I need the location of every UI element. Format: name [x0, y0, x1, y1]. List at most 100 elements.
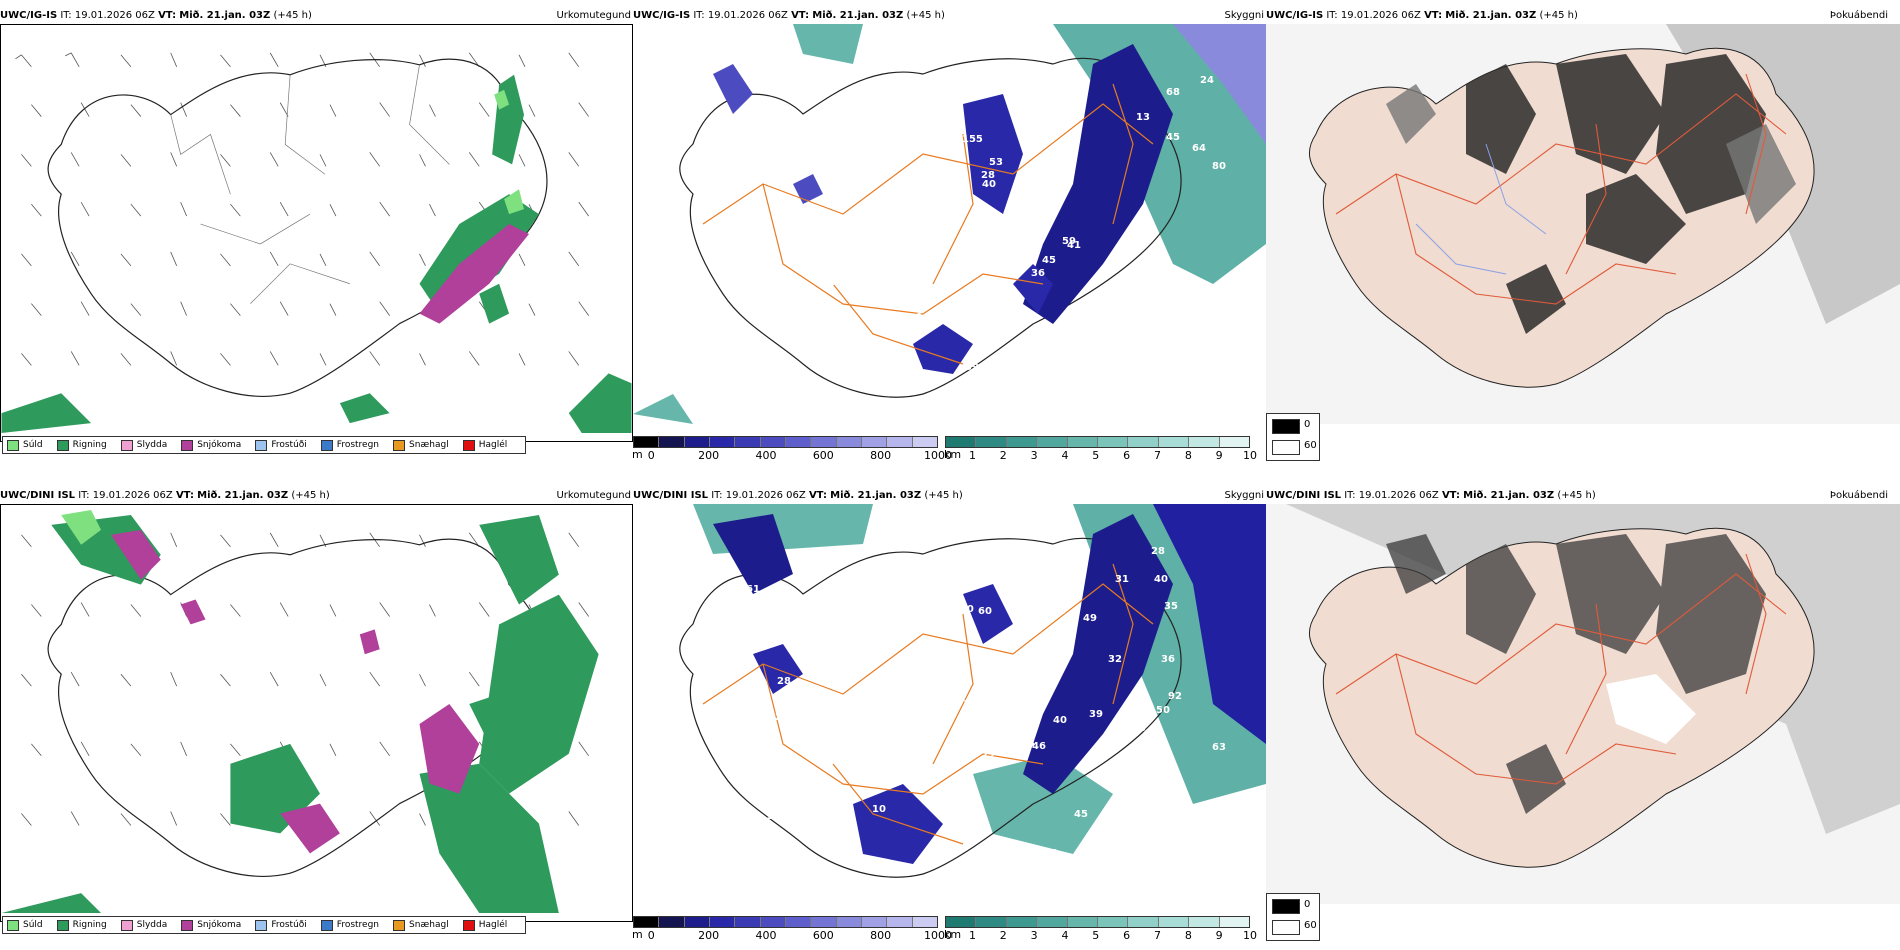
- ceiling-unit: m: [633, 448, 643, 461]
- precip-map: [0, 24, 633, 442]
- precip-legend: Súld Rigning Slydda Snjókoma Frostúði Fr…: [2, 436, 527, 454]
- model-name: UWC/DINI ISL: [1266, 490, 1342, 501]
- colorbar-swatch: [976, 917, 1007, 927]
- vt-label: VT:: [158, 10, 177, 21]
- ceiling-label: 49: [1083, 613, 1097, 624]
- legend-swatch: [320, 439, 333, 451]
- ceiling-ticks: 0 200 400 600 800 1000: [633, 928, 952, 942]
- ceiling-label: 92: [820, 103, 834, 114]
- fog-legend-white: [1272, 920, 1300, 935]
- it-label: IT:: [78, 490, 90, 501]
- ceiling-label: 35: [751, 286, 765, 297]
- colorbar-tick: 800: [870, 929, 892, 942]
- visibility-colorbar-swatches: [945, 916, 1250, 928]
- panel-title: Skyggni: [1224, 490, 1264, 501]
- legend-swatch: [120, 439, 133, 451]
- colorbar-swatch: [1037, 917, 1068, 927]
- fog-panel-row2: UWC/DINI ISL IT: 19.01.2026 06Z VT: Mið.…: [1266, 490, 1900, 950]
- visibility-colorbar: 1 2 3 4 5 6 7 8 9 10 km: [944, 436, 1257, 465]
- vt-value: Mið. 21.jan. 03Z: [179, 10, 271, 21]
- road-network: [702, 563, 1154, 845]
- ceiling-label: 96: [911, 101, 925, 112]
- legend-item: Frostúði: [255, 439, 307, 451]
- colorbar-swatch: [946, 437, 977, 447]
- vt-value: Mið. 21.jan. 03Z: [812, 10, 904, 21]
- vt-label: VT:: [808, 490, 827, 501]
- ceiling-label: 43: [923, 102, 937, 113]
- colorbar-swatch: [946, 917, 977, 927]
- vt-label: VT:: [1441, 490, 1460, 501]
- ceiling-label: 240: [797, 797, 818, 808]
- colorbar-swatch: [1189, 437, 1220, 447]
- lead-time: (+45 h): [906, 10, 945, 21]
- colorbar-swatch: [735, 437, 761, 447]
- ceiling-label: 79: [1163, 785, 1177, 796]
- colorbar-swatch: [887, 917, 913, 927]
- legend-swatch: [181, 919, 194, 931]
- visibility-map: 1419868431833696155716562654353412652838…: [633, 24, 1266, 424]
- colorbar-tick: 1000: [924, 449, 952, 462]
- it-value: 19.01.2026 06Z: [725, 490, 806, 501]
- ceiling-label: 58: [1107, 821, 1121, 832]
- legend-label: Rigning: [72, 920, 107, 930]
- colorbar-swatch: [1189, 917, 1220, 927]
- ceiling-label: 72: [974, 677, 988, 688]
- colorbar-swatch: [1006, 437, 1038, 447]
- it-value: 19.01.2026 06Z: [707, 10, 788, 21]
- model-name: UWC/DINI ISL: [633, 490, 709, 501]
- visibility-colorbar: 1 2 3 4 5 6 7 8 9 10 km: [944, 916, 1257, 946]
- legend-item: Snæhagl: [393, 439, 449, 451]
- ceiling-label: 71: [941, 659, 955, 670]
- colorbar-swatch: [861, 437, 888, 447]
- colorbar-tick: 1: [968, 929, 976, 942]
- vt-value: Mið. 21.jan. 03Z: [1445, 10, 1537, 21]
- ceiling-label: 68: [1166, 87, 1180, 98]
- colorbar-swatch: [760, 917, 786, 927]
- colorbar-tick: 600: [812, 929, 834, 942]
- colorbar-tick: 9: [1215, 929, 1223, 942]
- panel-header: UWC/DINI ISL IT: 19.01.2026 06Z VT: Mið.…: [633, 490, 1266, 504]
- colorbar-swatch: [709, 917, 736, 927]
- ceiling-label: 39: [965, 362, 979, 373]
- ceiling-label: 45: [1042, 255, 1056, 266]
- ceiling-label: 40: [796, 154, 810, 165]
- ceiling-label: 65: [807, 316, 821, 327]
- model-name: UWC/DINI ISL: [0, 490, 76, 501]
- fog-map: [1266, 504, 1900, 904]
- ceiling-colorbar: 0 200 400 600 800 1000 m: [633, 916, 952, 946]
- colorbar-swatch: [709, 437, 736, 447]
- colorbar-swatch: [861, 917, 888, 927]
- colorbar-swatch: [912, 437, 937, 447]
- it-label: IT:: [1344, 490, 1356, 501]
- colorbar-tick: 200: [698, 449, 720, 462]
- ceiling-label: 36: [1161, 654, 1175, 665]
- ceiling-label: 80: [1212, 161, 1226, 172]
- colorbar-swatch: [1067, 437, 1099, 447]
- ceiling-label: 64: [1192, 143, 1206, 154]
- ceiling-label: 98: [748, 171, 762, 182]
- colorbar-tick: 6: [1123, 449, 1131, 462]
- legend-swatch: [56, 919, 69, 931]
- legend-label: Snjókoma: [197, 920, 242, 930]
- ceiling-label: 10: [872, 804, 886, 815]
- lead-time: (+45 h): [1557, 490, 1596, 501]
- vt-label: VT:: [1424, 10, 1443, 21]
- legend-swatch: [7, 439, 19, 451]
- model-name: UWC/IG-IS: [633, 10, 691, 21]
- colorbar-swatch: [659, 917, 685, 927]
- colorbar-swatch: [1098, 917, 1129, 927]
- colorbar-swatch: [1219, 437, 1250, 447]
- ceiling-label: 24: [1200, 75, 1214, 86]
- it-label: IT:: [711, 490, 723, 501]
- ceiling-label: 62: [1044, 848, 1058, 859]
- ceiling-label: 28: [1151, 546, 1165, 557]
- it-value: 19.01.2026 06Z: [92, 490, 173, 501]
- colorbar-swatch: [1158, 437, 1190, 447]
- ceiling-label: 52: [768, 712, 782, 723]
- ceiling-ticks: 0 200 400 600 800 1000: [633, 448, 952, 462]
- panel-header: UWC/DINI ISL IT: 19.01.2026 06Z VT: Mið.…: [0, 490, 633, 504]
- visibility-colorbar-swatches: [945, 436, 1250, 448]
- colorbar-tick: 8: [1184, 929, 1192, 942]
- colorbar-swatch: [785, 437, 812, 447]
- fog-legend: 0 60: [1266, 413, 1320, 461]
